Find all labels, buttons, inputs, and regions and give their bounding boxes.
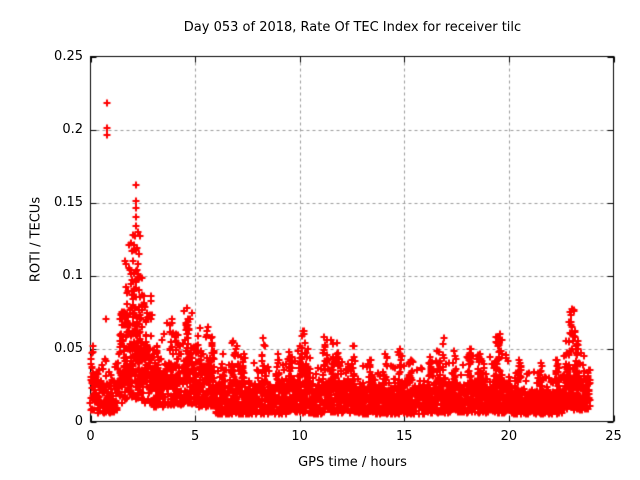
y-tick-label: 0.25 (54, 48, 83, 64)
y-tick-label: 0.15 (54, 194, 83, 210)
x-tick-label: 0 (86, 429, 95, 444)
x-tick-label: 25 (605, 429, 622, 444)
y-tick-label: 0.2 (62, 121, 83, 137)
y-tick-label: 0.1 (62, 267, 83, 283)
y-tick-label: 0 (74, 413, 83, 429)
x-tick-label: 10 (291, 429, 308, 444)
x-axis-label: GPS time / hours (298, 455, 407, 470)
x-tick-label: 15 (396, 429, 413, 444)
x-tick-label: 20 (500, 429, 518, 444)
x-tick-label: 5 (190, 429, 200, 444)
y-tick-label: 0.05 (54, 340, 83, 356)
